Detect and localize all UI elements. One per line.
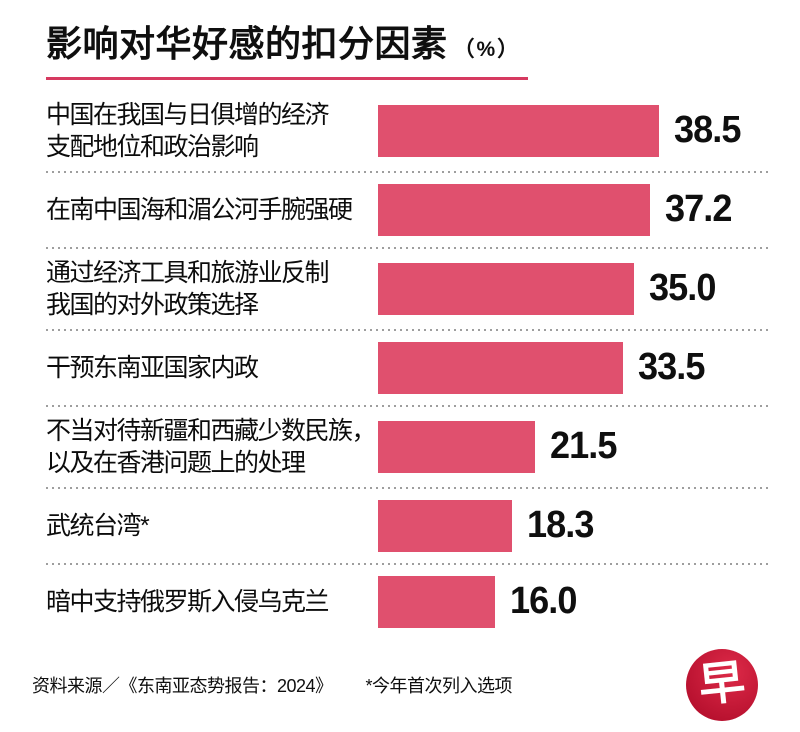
bar: [378, 341, 623, 394]
bar: [378, 420, 535, 473]
footnote-text: *今年首次列入选项: [365, 675, 513, 696]
value-label: 38.5: [674, 109, 741, 152]
bar-row-4: 干预东南亚国家内政 33.5: [46, 331, 770, 405]
bar: [378, 183, 650, 236]
bar-row-label: 中国在我国与日俱增的经济 支配地位和政治影响: [46, 100, 330, 161]
row-separator: [46, 170, 770, 173]
title-line: 影响对华好感的扣分因素 （%）: [46, 24, 770, 64]
bar-row-2: 在南中国海和湄公河手腕强硬 37.2: [46, 173, 770, 247]
bar: [378, 262, 634, 315]
bar-row-label: 干预东南亚国家内政: [46, 353, 259, 382]
bar-track: 16.0: [378, 575, 770, 628]
row-separator: [46, 404, 770, 407]
value-label: 35.0: [648, 267, 716, 310]
bar-row-1: 中国在我国与日俱增的经济 支配地位和政治影响 38.5: [46, 91, 770, 171]
bar-row-label: 通过经济工具和旅游业反制 我国的对外政策选择: [46, 258, 330, 319]
bar-row-6: 武统台湾* 18.3: [46, 489, 770, 563]
bar-track: 21.5: [378, 420, 770, 473]
bar-row-5: 不当对待新疆和西藏少数民族， 以及在香港问题上的处理 21.5: [46, 407, 770, 487]
chart-header: 影响对华好感的扣分因素 （%）: [46, 24, 770, 80]
bar-track: 37.2: [378, 183, 770, 236]
bar-chart: 中国在我国与日俱增的经济 支配地位和政治影响 38.5 在南中国海和湄公河手腕强…: [46, 91, 770, 639]
zaobao-logo-character: 早: [696, 653, 748, 712]
bar-track: 38.5: [378, 104, 770, 157]
title-underline: [46, 76, 528, 80]
bar-row-7: 暗中支持俄罗斯入侵乌克兰 16.0: [46, 565, 770, 639]
row-separator: [46, 328, 770, 331]
bar-row-3: 通过经济工具和旅游业反制 我国的对外政策选择 35.0: [46, 249, 770, 329]
value-label: 37.2: [664, 188, 732, 231]
row-separator: [46, 246, 770, 249]
bar-row-label: 暗中支持俄罗斯入侵乌克兰: [46, 587, 330, 616]
zaobao-logo: 早: [686, 648, 758, 721]
value-label: 21.5: [549, 425, 617, 468]
footer: 资料来源／《东南亚态势报告：2024》 *今年首次列入选项 早: [32, 648, 770, 721]
bar-row-label: 在南中国海和湄公河手腕强硬: [46, 195, 353, 224]
bar-row-label: 不当对待新疆和西藏少数民族， 以及在香港问题上的处理: [46, 416, 377, 477]
value-label: 16.0: [509, 580, 577, 623]
bar-track: 35.0: [378, 262, 770, 315]
bar-track: 33.5: [378, 341, 770, 394]
value-label: 33.5: [637, 346, 705, 389]
bar: [378, 575, 495, 628]
row-separator: [46, 562, 770, 565]
bar: [378, 499, 512, 552]
source-text: 资料来源／《东南亚态势报告：2024》: [32, 675, 333, 696]
row-separator: [46, 486, 770, 489]
source-line: 资料来源／《东南亚态势报告：2024》 *今年首次列入选项: [32, 672, 513, 698]
bar-track: 18.3: [378, 499, 770, 552]
value-label: 18.3: [526, 504, 594, 547]
bar: [378, 104, 660, 157]
title-percent-suffix: （%）: [453, 38, 521, 61]
bar-row-label: 武统台湾*: [46, 511, 150, 540]
chart-title: 影响对华好感的扣分因素: [46, 23, 448, 64]
